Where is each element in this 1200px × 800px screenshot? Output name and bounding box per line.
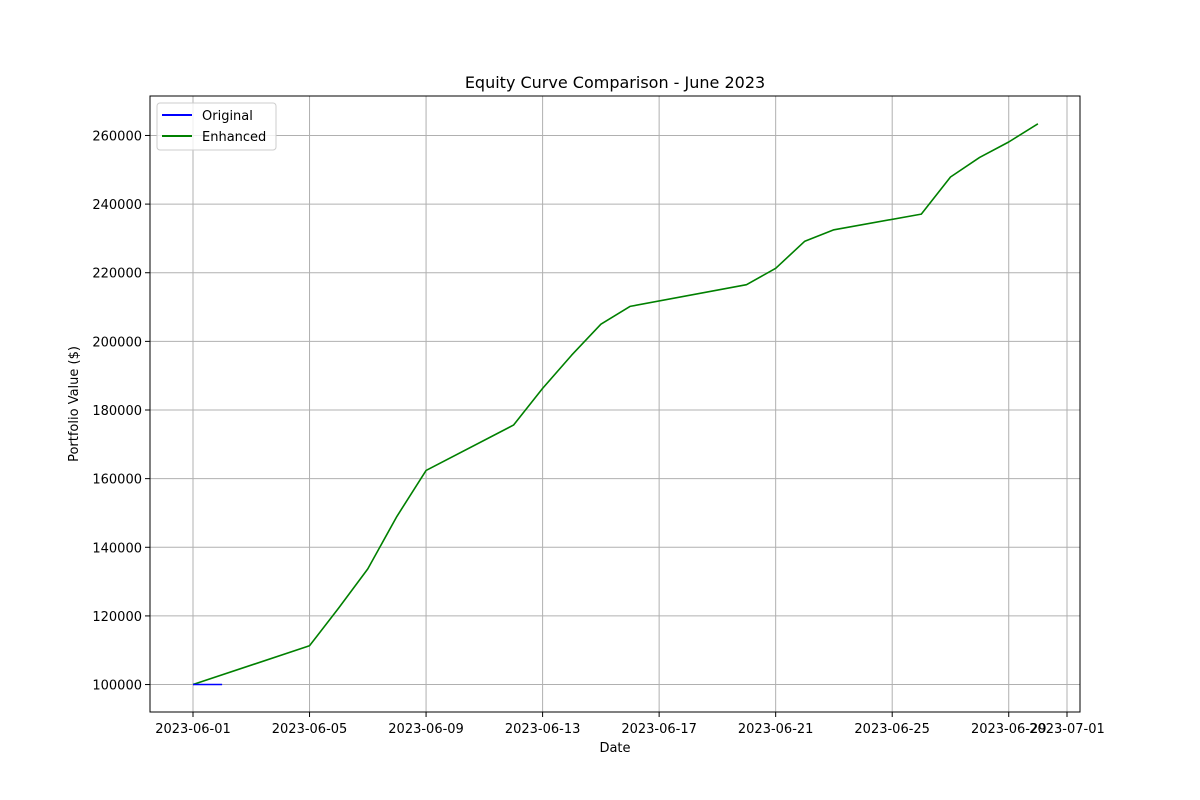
legend-label: Enhanced — [202, 130, 266, 145]
y-tick-label: 160000 — [92, 473, 142, 488]
y-axis-label: Portfolio Value ($) — [67, 346, 82, 462]
y-tick-label: 180000 — [92, 404, 142, 419]
x-axis: 2023-06-01 2023-06-05 2023-06-09 2023-06-13… — [155, 712, 1105, 737]
y-tick-label: 220000 — [92, 267, 142, 282]
x-tick-label: 2023-06-13 — [505, 722, 581, 737]
legend-label: Original — [202, 109, 253, 124]
x-tick-label: 2023-06-05 — [272, 722, 348, 737]
x-tick-label: 2023-06-21 — [738, 722, 814, 737]
y-tick-label: 240000 — [92, 198, 142, 213]
plot-frame — [149, 95, 1081, 713]
series-lines — [192, 123, 1039, 686]
y-tick-label: 260000 — [92, 129, 142, 144]
grid — [150, 96, 1080, 712]
x-tick-label: 2023-07-01 — [1029, 722, 1105, 737]
y-tick-label: 200000 — [92, 335, 142, 350]
chart-title: Equity Curve Comparison - June 2023 — [465, 73, 765, 92]
y-tick-label: 120000 — [92, 610, 142, 625]
x-tick-label: 2023-06-29 — [971, 722, 1047, 737]
series-line-enhanced — [192, 123, 1039, 686]
x-tick-label: 2023-06-01 — [155, 722, 231, 737]
y-axis: 100000 120000 140000 160000 180000 200000 2200… — [92, 129, 150, 694]
legend: Original Enhanced — [156, 102, 277, 151]
x-axis-label: Date — [599, 741, 630, 756]
x-tick-label: 2023-06-09 — [388, 722, 464, 737]
x-tick-label: 2023-06-17 — [621, 722, 697, 737]
y-tick-label: 140000 — [92, 541, 142, 556]
x-tick-label: 2023-06-25 — [854, 722, 930, 737]
y-tick-label: 100000 — [92, 679, 142, 694]
